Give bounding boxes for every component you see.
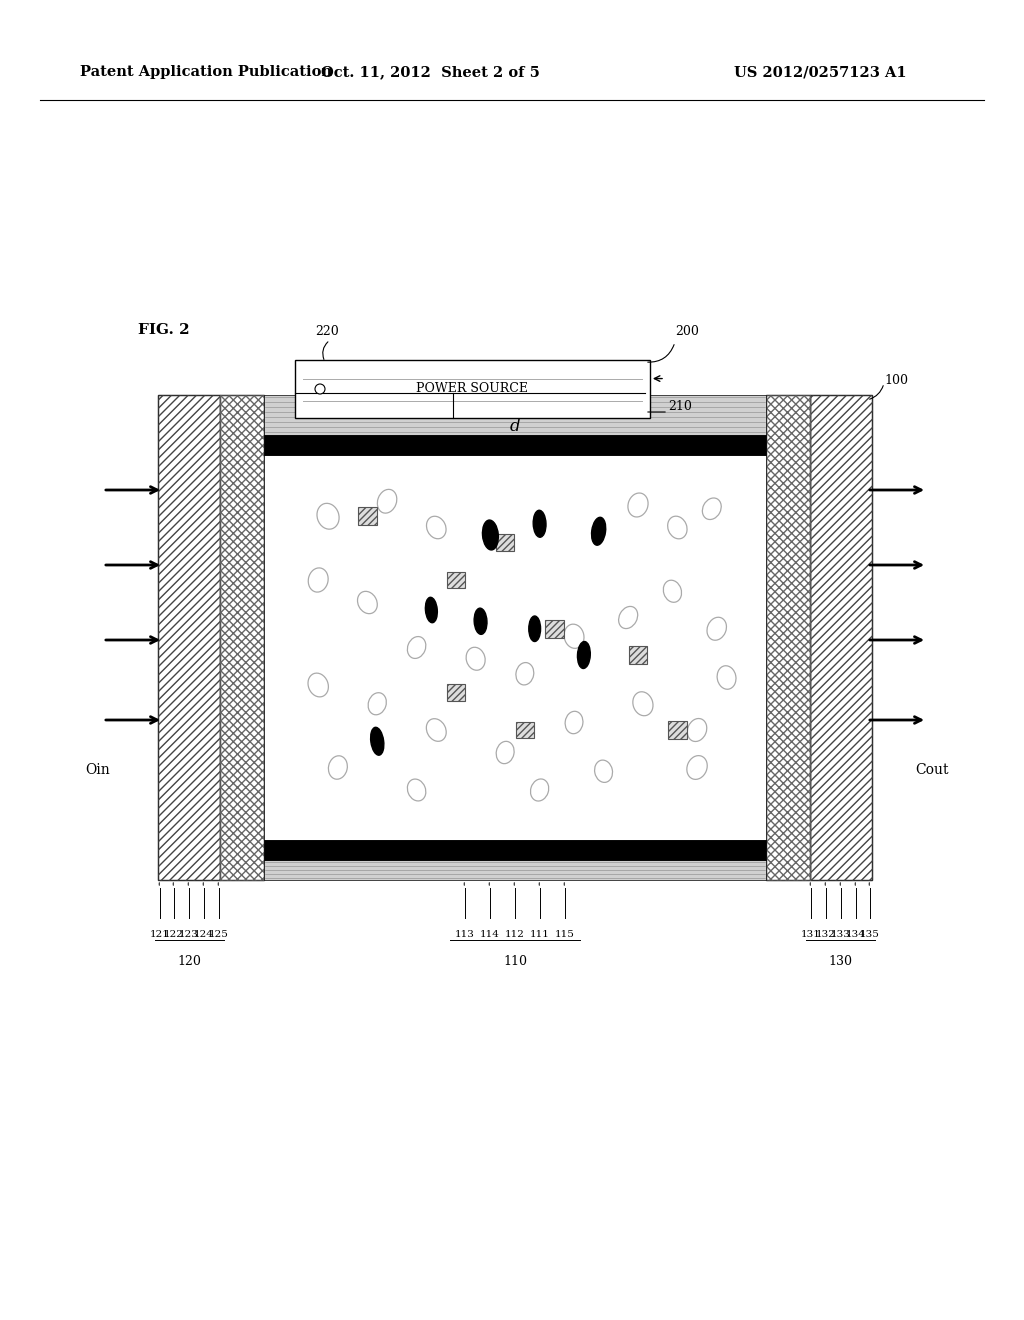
Bar bbox=[668, 721, 687, 739]
Bar bbox=[158, 395, 220, 880]
Text: 113: 113 bbox=[455, 931, 475, 939]
Bar bbox=[629, 645, 647, 664]
Text: 112: 112 bbox=[505, 931, 525, 939]
Text: US 2012/0257123 A1: US 2012/0257123 A1 bbox=[733, 65, 906, 79]
Text: FIG. 2: FIG. 2 bbox=[138, 323, 189, 337]
Bar bbox=[264, 436, 766, 455]
Text: POWER SOURCE: POWER SOURCE bbox=[417, 383, 528, 396]
Bar bbox=[264, 455, 766, 840]
Bar bbox=[220, 395, 264, 880]
Ellipse shape bbox=[482, 520, 499, 550]
Bar bbox=[295, 360, 650, 418]
Bar bbox=[264, 395, 766, 436]
Text: 123: 123 bbox=[179, 931, 199, 939]
Bar bbox=[264, 840, 766, 861]
Bar bbox=[447, 684, 465, 701]
Text: 132: 132 bbox=[816, 931, 836, 939]
Bar bbox=[766, 395, 810, 880]
Ellipse shape bbox=[371, 727, 384, 755]
Text: 120: 120 bbox=[177, 954, 202, 968]
Bar bbox=[545, 620, 563, 638]
Ellipse shape bbox=[578, 642, 590, 668]
Text: Cout: Cout bbox=[915, 763, 949, 777]
Bar bbox=[516, 722, 534, 738]
Text: 115: 115 bbox=[555, 931, 574, 939]
Bar bbox=[447, 572, 465, 589]
Text: Patent Application Publication: Patent Application Publication bbox=[80, 65, 332, 79]
Text: Oct. 11, 2012  Sheet 2 of 5: Oct. 11, 2012 Sheet 2 of 5 bbox=[321, 65, 540, 79]
Text: 125: 125 bbox=[209, 931, 229, 939]
Ellipse shape bbox=[528, 616, 541, 642]
Text: 130: 130 bbox=[828, 954, 853, 968]
Bar bbox=[497, 535, 514, 550]
Text: 110: 110 bbox=[503, 954, 527, 968]
Bar bbox=[357, 507, 377, 525]
Text: 210: 210 bbox=[668, 400, 692, 413]
Text: Oin: Oin bbox=[86, 763, 111, 777]
Text: 134: 134 bbox=[846, 931, 866, 939]
Bar bbox=[766, 395, 810, 880]
Bar bbox=[264, 861, 766, 880]
Text: 100: 100 bbox=[884, 374, 908, 387]
Bar bbox=[810, 395, 872, 880]
Ellipse shape bbox=[534, 511, 546, 537]
Text: 114: 114 bbox=[480, 931, 500, 939]
Text: 124: 124 bbox=[195, 931, 214, 939]
Text: 122: 122 bbox=[164, 931, 184, 939]
Text: 131: 131 bbox=[801, 931, 821, 939]
Text: 220: 220 bbox=[315, 325, 339, 338]
Ellipse shape bbox=[474, 609, 487, 635]
Text: 200: 200 bbox=[675, 325, 698, 338]
Bar bbox=[158, 395, 220, 880]
Text: d: d bbox=[510, 418, 520, 436]
Text: 111: 111 bbox=[530, 931, 550, 939]
Text: 135: 135 bbox=[860, 931, 880, 939]
Bar bbox=[810, 395, 872, 880]
Ellipse shape bbox=[425, 597, 437, 623]
Circle shape bbox=[315, 384, 325, 393]
Ellipse shape bbox=[592, 517, 606, 545]
Bar bbox=[220, 395, 264, 880]
Text: 133: 133 bbox=[831, 931, 851, 939]
Text: 121: 121 bbox=[151, 931, 170, 939]
